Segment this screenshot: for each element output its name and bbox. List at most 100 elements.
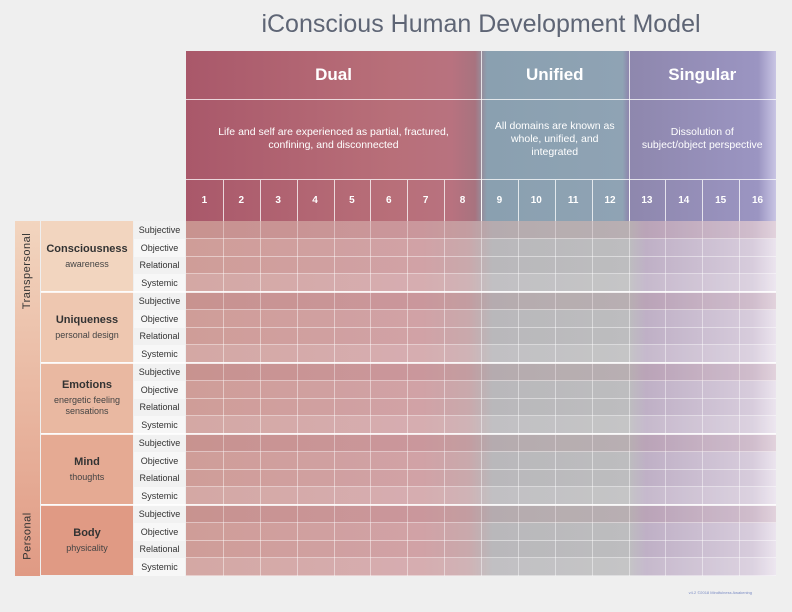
aspect-label: Systemic: [134, 345, 185, 363]
grid-column-divider: [296, 221, 298, 576]
aspect-label: Subjective: [134, 434, 185, 452]
grid-row: [186, 274, 776, 292]
phase-singular: Singular: [668, 65, 737, 84]
aspect-label: Relational: [134, 256, 185, 275]
grid-row: [186, 434, 776, 452]
domain-divider: [41, 433, 776, 435]
domain-divider: [41, 504, 776, 506]
stage-number: 9: [496, 195, 503, 206]
phase-dual-description: Life and self are experienced as partial…: [218, 126, 449, 151]
domain-uniqueness: Uniqueness personal design: [41, 292, 133, 362]
domain-description: awareness: [65, 258, 109, 269]
grid-row: [186, 310, 776, 328]
phase-unified: Unified: [525, 65, 584, 84]
stage-number: 8: [459, 195, 466, 206]
header-divider: [186, 179, 776, 180]
stage-divider: [333, 180, 335, 221]
grid-row: [186, 363, 776, 381]
group-personal: Personal: [15, 496, 40, 576]
phase-unified-description: All domains are known as whole, unified,…: [494, 119, 615, 158]
grid-column-divider: [591, 221, 593, 576]
phase-divider: [628, 51, 630, 221]
aspect-label: Objective: [134, 309, 185, 328]
stage-divider: [444, 180, 446, 221]
stage-number: 3: [275, 195, 281, 206]
stage-number: 5: [349, 195, 355, 206]
stage-divider: [296, 180, 298, 221]
domain-name: Body: [73, 526, 101, 539]
grid-row: [186, 523, 776, 541]
grid-row: [186, 505, 776, 523]
stage-number: 14: [678, 195, 690, 206]
domain-name: Emotions: [61, 379, 113, 391]
grid-column-divider: [370, 221, 372, 576]
grid-row: [186, 541, 776, 559]
grid-column-divider: [628, 221, 630, 576]
stage-divider: [702, 180, 704, 221]
aspect-label: Objective: [134, 451, 185, 470]
grid-row: [186, 292, 776, 310]
grid-row: [186, 399, 776, 417]
domain-divider: [41, 362, 776, 364]
grid-column-divider: [259, 221, 261, 576]
stage-number: 1: [201, 195, 208, 206]
footnote: v4.2 ©2018 Mindfulness Awakening: [688, 590, 752, 595]
grid-column-divider: [517, 221, 519, 576]
domain-divider: [41, 291, 776, 293]
stage-divider: [628, 180, 630, 221]
phase-singular-description: Dissolution of subject/object perspectiv…: [641, 126, 763, 151]
grid-column-divider: [665, 221, 667, 576]
grid-row: [186, 257, 776, 275]
stage-divider: [407, 180, 409, 221]
header-divider: [186, 99, 776, 100]
stage-divider: [665, 180, 667, 221]
domain-emotions: Emotions energetic feeling sensations: [41, 363, 133, 433]
phase-dual: Dual: [315, 65, 352, 84]
grid-column-divider: [481, 221, 482, 576]
stage-number: 13: [641, 195, 653, 206]
stage-divider: [739, 180, 741, 221]
domain-name: Mind: [74, 455, 100, 468]
phase-divider: [481, 51, 482, 221]
grid-column-divider: [407, 221, 409, 576]
domain-description: physicality: [66, 542, 108, 553]
domain-description: thoughts: [69, 471, 105, 482]
aspect-label: Objective: [134, 522, 185, 541]
grid-row: [186, 452, 776, 470]
grid-column-divider: [554, 221, 556, 576]
aspect-label: Relational: [134, 327, 185, 346]
grid-row: [186, 239, 776, 257]
aspect-label: Systemic: [134, 416, 185, 434]
aspect-label: Subjective: [134, 505, 185, 523]
grid-row: [186, 416, 776, 434]
grid-row: [186, 470, 776, 488]
domain-description: personal design: [55, 329, 119, 340]
stage-number: 11: [567, 195, 579, 206]
group-label: Transpersonal: [21, 232, 34, 310]
aspect-label: Objective: [134, 380, 185, 399]
stage-divider: [222, 180, 224, 221]
stage-number: 10: [530, 195, 542, 206]
aspect-label: Systemic: [134, 487, 185, 505]
aspect-label: Subjective: [134, 221, 185, 239]
aspect-label: Subjective: [134, 363, 185, 381]
domain-mind: Mind thoughts: [41, 434, 133, 504]
stage-number: 12: [604, 195, 616, 206]
stage-divider: [481, 180, 482, 221]
domain-body: Body physicality: [41, 505, 133, 575]
stage-number: 16: [752, 195, 764, 206]
aspect-label: Systemic: [134, 558, 185, 576]
group-column: [15, 221, 40, 576]
aspect-label: Relational: [134, 398, 185, 417]
group-label: Personal: [21, 512, 34, 560]
stage-divider: [370, 180, 372, 221]
stage-number: 2: [238, 195, 245, 206]
aspect-label: Objective: [134, 238, 185, 257]
development-grid: [186, 221, 776, 576]
grid-column-divider: [702, 221, 704, 576]
domain-description: energetic feeling sensations: [53, 395, 121, 416]
grid-row: [186, 381, 776, 399]
page-title: iConscious Human Development Model: [261, 10, 701, 38]
stage-number: 4: [312, 195, 318, 206]
grid-row: [186, 221, 776, 239]
